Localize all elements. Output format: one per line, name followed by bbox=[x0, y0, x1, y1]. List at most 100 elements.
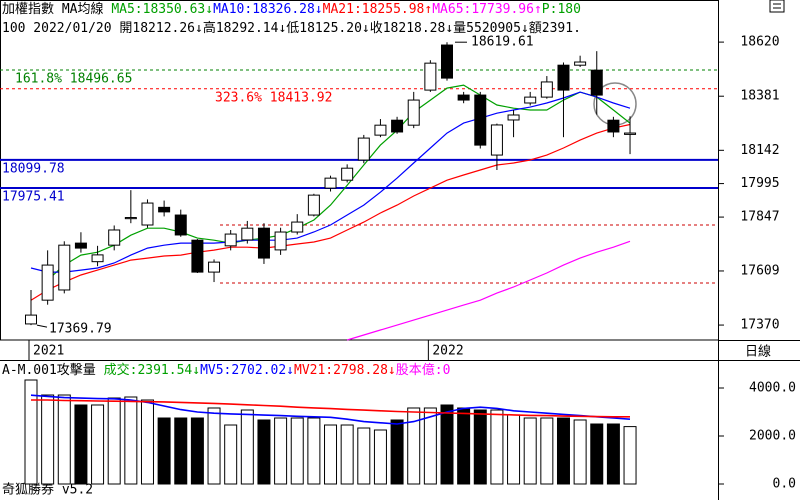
candle-body bbox=[391, 119, 404, 133]
header-item: MA10:18326.28↓ bbox=[213, 2, 323, 17]
volume-bar bbox=[540, 417, 554, 485]
volume-bar bbox=[523, 417, 537, 485]
header-item: MA65:17739.96↑ bbox=[432, 2, 542, 17]
y-tick-label: 17847 bbox=[740, 210, 779, 225]
candle-body bbox=[307, 194, 320, 216]
candle-body bbox=[74, 242, 87, 249]
candle-body bbox=[424, 62, 437, 91]
y-tick-label: 17995 bbox=[740, 176, 779, 191]
volume-bar bbox=[41, 394, 55, 485]
candle-body bbox=[524, 96, 537, 104]
candle-body bbox=[474, 94, 487, 146]
header-item: MA21:18255.98↑ bbox=[323, 2, 433, 17]
volume-bar bbox=[224, 424, 238, 485]
volume-bar bbox=[124, 396, 138, 485]
ma-line bbox=[47, 84, 631, 281]
volume-bar bbox=[140, 399, 154, 485]
candle-body bbox=[191, 239, 204, 273]
level-label: 17975.41 bbox=[2, 190, 65, 205]
header: 100 2022/01/20 開18212.26↓高18292.14↓低1812… bbox=[2, 20, 581, 36]
candle-body bbox=[324, 177, 337, 189]
y-tick-label: 17370 bbox=[740, 318, 779, 333]
volume-bar bbox=[623, 426, 637, 485]
header: 加權指數 MA均線 MA5:18350.63↓MA10:18326.28↓MA2… bbox=[2, 1, 581, 17]
volume-bar bbox=[190, 417, 204, 485]
candle-body bbox=[241, 227, 254, 241]
volume-bar bbox=[390, 419, 404, 485]
volume-bar bbox=[423, 407, 437, 485]
volume-bar bbox=[207, 407, 221, 485]
volume-bar bbox=[240, 409, 254, 485]
candle-body bbox=[108, 229, 121, 246]
candle-body bbox=[274, 231, 287, 251]
x-tick-label: 2021 bbox=[33, 344, 64, 359]
level-label: 18099.78 bbox=[2, 161, 65, 176]
volume-bar bbox=[556, 417, 570, 485]
period-label: 日線 bbox=[745, 344, 771, 360]
volume-ma-line bbox=[30, 394, 631, 425]
level-label: 323.6% 18413.92 bbox=[215, 90, 332, 105]
header-item: MA5:18350.63↓ bbox=[111, 2, 213, 17]
footer: 奇狐勝券 v5.2 bbox=[2, 482, 93, 498]
legend-item: MV21:2798.28↓ bbox=[294, 363, 396, 378]
candle-body bbox=[624, 132, 637, 135]
volume-legend: A-M.001攻擊量 成交:2391.54↓MV5:2702.02↓MV21:2… bbox=[2, 362, 450, 378]
legend-item: 成交:2391.54↓ bbox=[104, 362, 200, 378]
ma-line bbox=[30, 123, 631, 301]
volume-bar bbox=[290, 417, 304, 485]
volume-bar bbox=[407, 407, 421, 485]
low-label: 17369.79 bbox=[49, 322, 112, 337]
volume-bar bbox=[274, 417, 288, 485]
candle-body bbox=[41, 264, 54, 301]
volume-bar bbox=[157, 417, 171, 485]
candle-body bbox=[457, 94, 470, 101]
candle-body bbox=[25, 314, 37, 325]
legend-item: 股本億:0 bbox=[396, 362, 451, 378]
y-tick-label: 17609 bbox=[740, 263, 779, 278]
candle-body bbox=[174, 214, 187, 236]
candle-body bbox=[441, 44, 453, 79]
candle-body bbox=[590, 69, 603, 96]
ma-line bbox=[347, 240, 631, 341]
volume-bar bbox=[107, 397, 121, 485]
volume-bar bbox=[57, 394, 71, 485]
volume-bar bbox=[473, 409, 487, 485]
candle-body bbox=[208, 261, 221, 273]
candle-body bbox=[374, 124, 387, 136]
header-item: P:180 bbox=[542, 2, 581, 17]
candle-body bbox=[341, 167, 354, 181]
candle-body bbox=[141, 202, 154, 226]
candle-body bbox=[91, 254, 104, 263]
y-tick-label: 18620 bbox=[740, 35, 779, 50]
candle-body bbox=[557, 64, 570, 91]
candle-body bbox=[490, 124, 503, 156]
volume-bar bbox=[590, 423, 604, 485]
volume-bar bbox=[340, 424, 354, 485]
y-tick-label: 4000.0 bbox=[749, 381, 796, 396]
volume-bar bbox=[74, 404, 88, 485]
candle-body bbox=[540, 81, 553, 98]
y-tick-label: 18381 bbox=[740, 89, 779, 104]
candle-body bbox=[124, 217, 137, 220]
candle-body bbox=[574, 61, 587, 66]
y-tick-label: 2000.0 bbox=[749, 429, 796, 444]
candle-body bbox=[58, 244, 71, 291]
window-icon[interactable] bbox=[769, 0, 785, 13]
high-label: 18619.61 bbox=[471, 35, 534, 50]
volume-bar bbox=[573, 419, 587, 485]
x-tick-label: 2022 bbox=[432, 344, 463, 359]
volume-bar bbox=[24, 379, 38, 485]
ma-line bbox=[30, 91, 631, 273]
volume-bar bbox=[174, 417, 188, 485]
y-tick-label: 0.0 bbox=[773, 477, 796, 492]
candle-body bbox=[291, 221, 304, 233]
volume-ma-line bbox=[31, 399, 630, 418]
volume-bar bbox=[324, 424, 338, 485]
volume-bar bbox=[373, 429, 387, 485]
y-tick-label: 18142 bbox=[740, 143, 779, 158]
header-item: 加權指數 MA均線 bbox=[2, 1, 111, 17]
volume-bar bbox=[490, 409, 504, 485]
candle-body bbox=[224, 233, 237, 247]
legend-item: MV5:2702.02↓ bbox=[200, 363, 294, 378]
